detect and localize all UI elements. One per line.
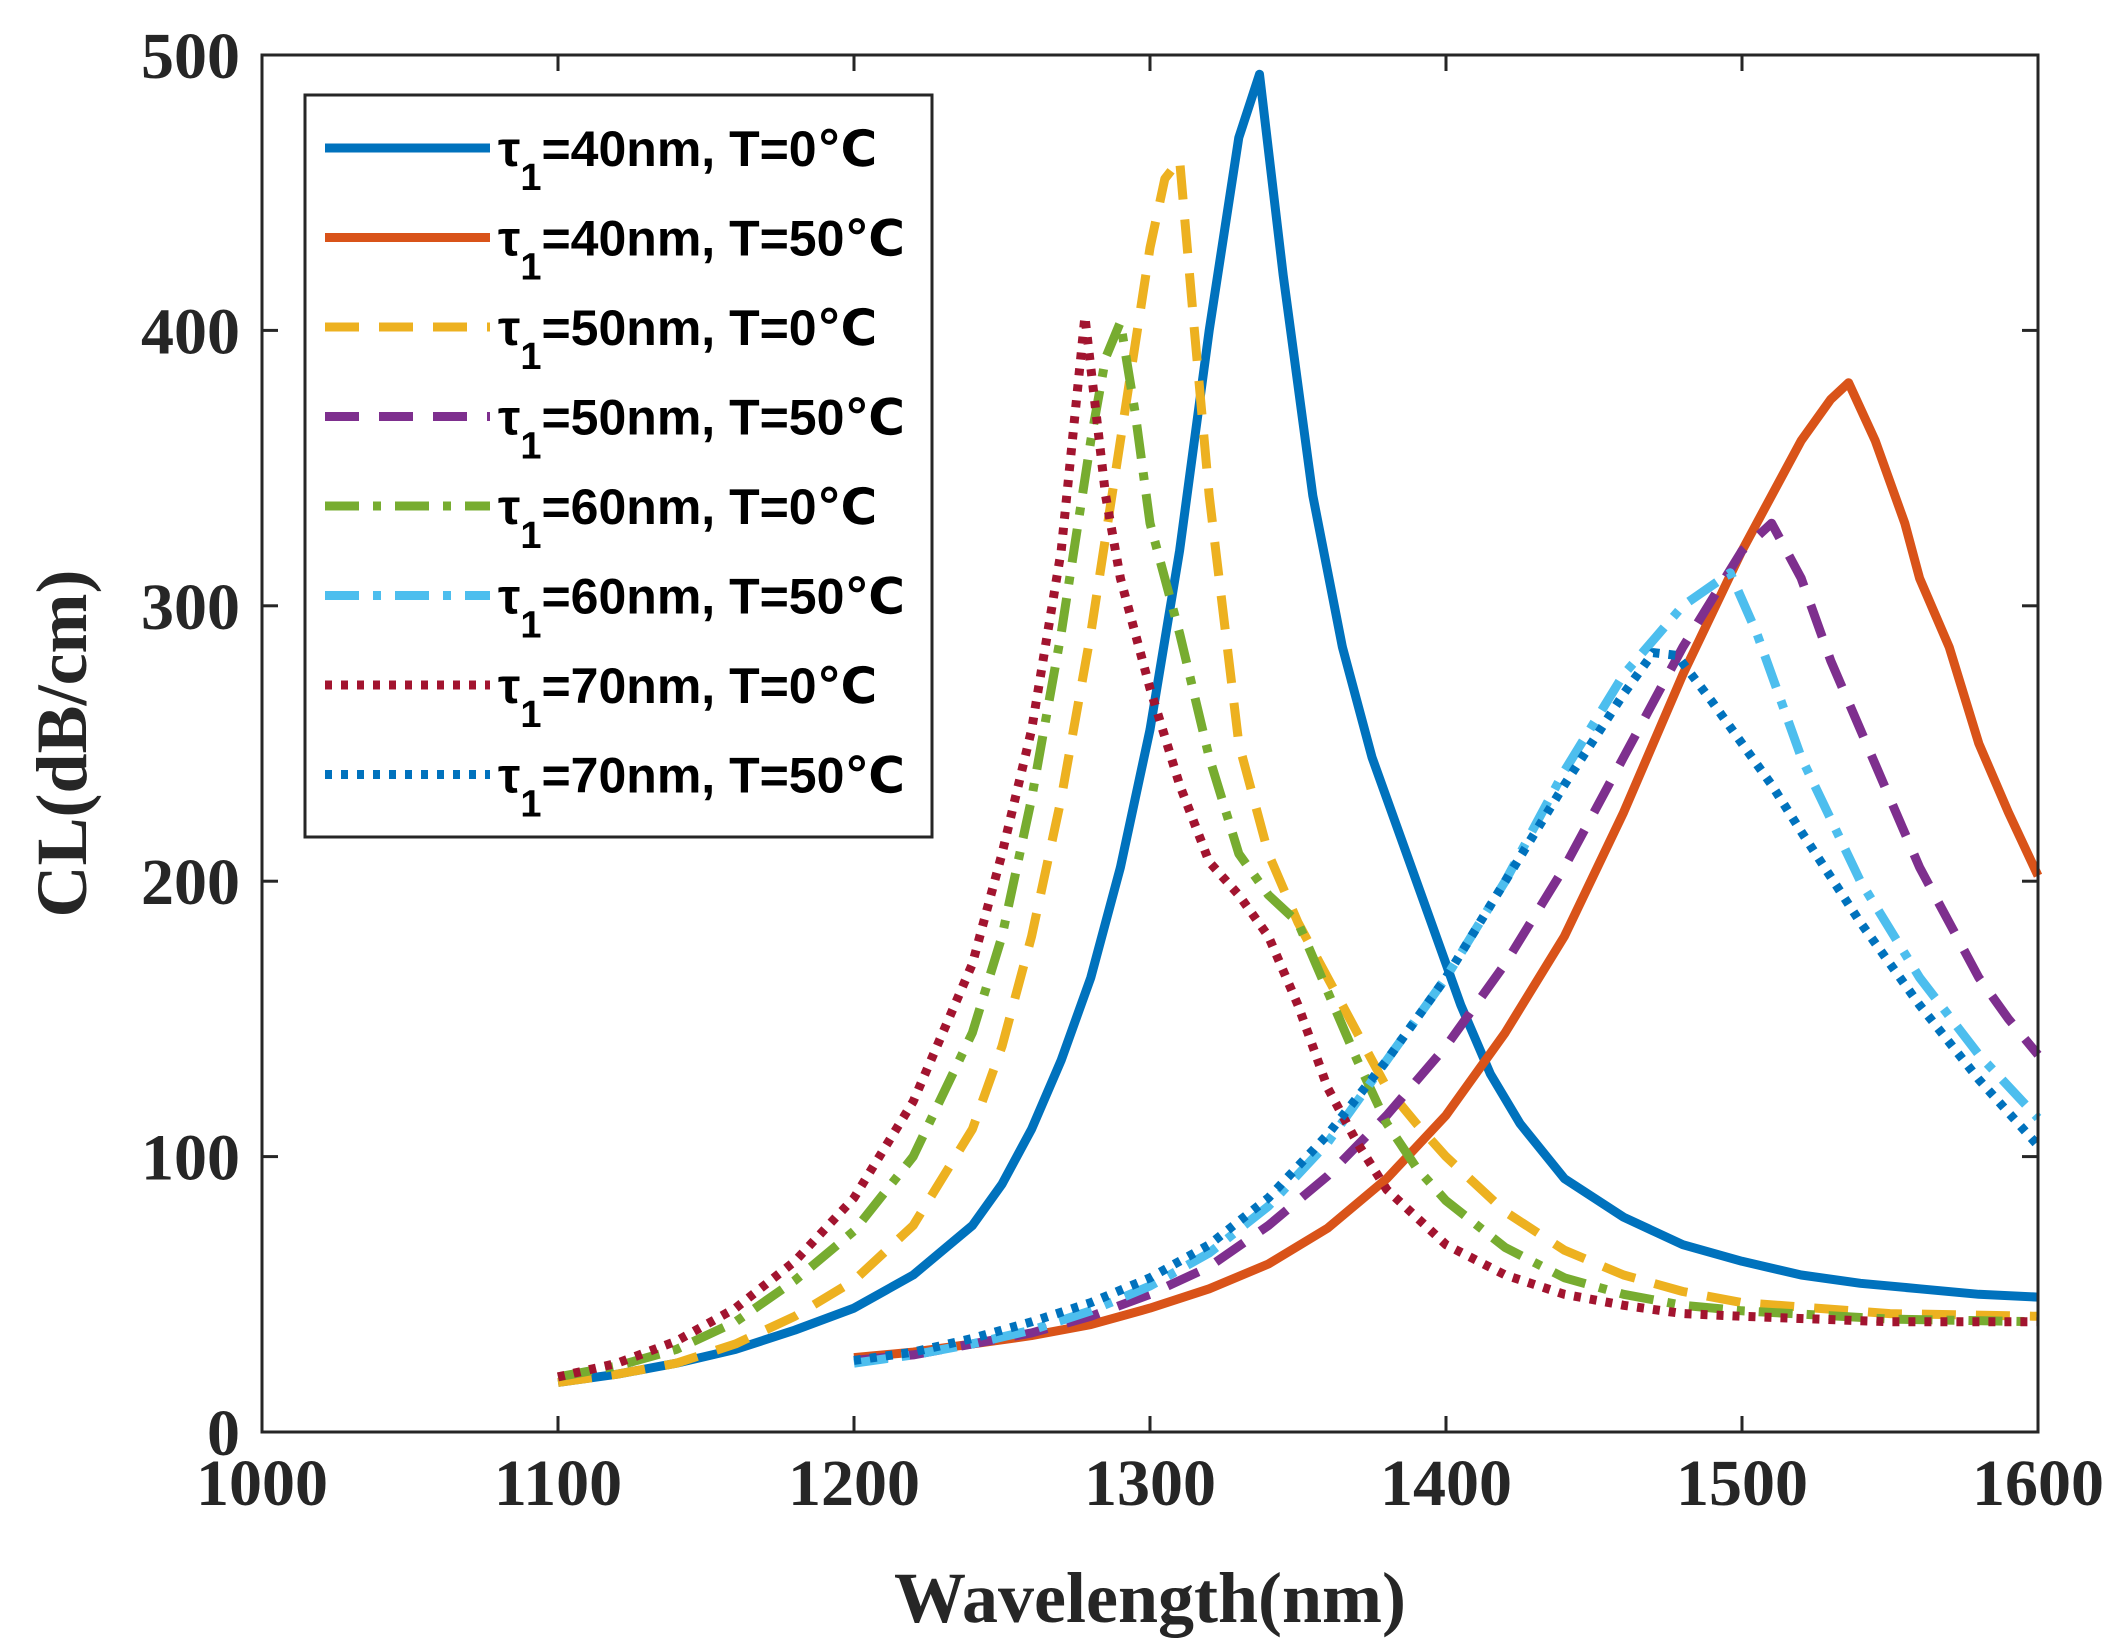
legend-subscript: 1 [520, 605, 541, 647]
series-line-2 [853, 378, 2043, 1363]
axis-tick-labels: 1000 1100 1200 1300 1400 1500 1600010020030040… [141, 20, 2104, 1520]
x-tick-label: 1100 [494, 1447, 622, 1520]
legend-greek: τ [498, 658, 520, 714]
series-line-4 [853, 518, 2042, 1365]
legend-box [303, 93, 934, 839]
legend-greek: τ [498, 748, 520, 804]
legend-label-6: τ1=60nm, T=50℃ [498, 569, 905, 647]
legend-greek: τ [498, 569, 520, 625]
y-axis-label: CL(dB/cm) [22, 570, 102, 918]
legend-subscript: 1 [520, 157, 541, 199]
x-tick-label: 1500 [1676, 1447, 1808, 1520]
legend-subscript: 1 [520, 247, 541, 289]
y-tick-label: 100 [141, 1122, 240, 1195]
y-tick-label: 400 [141, 295, 240, 368]
legend-greek: τ [498, 300, 520, 356]
legend-subscript: 1 [520, 694, 541, 736]
legend-label-1: τ1=40nm, T=0℃ [498, 121, 877, 199]
legend-greek: τ [498, 121, 520, 177]
legend-label-5: τ1=60nm, T=0℃ [498, 479, 877, 557]
y-tick-label: 300 [141, 571, 240, 644]
series-line-8 [853, 648, 2042, 1365]
x-tick-label: 1200 [788, 1447, 920, 1520]
x-tick-label: 1400 [1380, 1447, 1512, 1520]
series-line-7 [556, 312, 2038, 1382]
legend-subscript: 1 [520, 426, 541, 468]
series-line-5 [557, 317, 2039, 1382]
legend-text: =60nm, T=50℃ [541, 569, 905, 625]
legend-greek: τ [498, 390, 520, 446]
legend-text: =60nm, T=0℃ [541, 479, 877, 535]
y-tick-label: 500 [141, 20, 240, 93]
legend-text: =40nm, T=50℃ [541, 211, 905, 267]
series-line-3 [557, 155, 2039, 1387]
axis-ticks [260, 53, 2040, 1434]
legend-subscript: 1 [520, 336, 541, 378]
series-line-6 [853, 568, 2042, 1368]
series-line-1 [557, 69, 2039, 1387]
legend-text: =70nm, T=0℃ [541, 658, 877, 714]
legend-text: =50nm, T=0℃ [541, 300, 877, 356]
legend-label-3: τ1=50nm, T=0℃ [498, 300, 877, 378]
y-tick-label: 0 [207, 1397, 240, 1470]
y-tick-label: 200 [141, 846, 240, 919]
legend-label-7: τ1=70nm, T=0℃ [498, 658, 877, 736]
legend-text: =50nm, T=50℃ [541, 390, 905, 446]
legend-text: =40nm, T=0℃ [541, 121, 877, 177]
plot-series [556, 69, 2043, 1387]
legend-greek: τ [498, 479, 520, 535]
x-tick-label: 1300 [1084, 1447, 1216, 1520]
legend-text: =70nm, T=50℃ [541, 748, 905, 804]
x-tick-label: 1000 [196, 1447, 328, 1520]
legend-greek: τ [498, 211, 520, 267]
legend-label-8: τ1=70nm, T=50℃ [498, 748, 905, 826]
legend-label-2: τ1=40nm, T=50℃ [498, 211, 905, 289]
legend-label-4: τ1=50nm, T=50℃ [498, 390, 905, 468]
legend-subscript: 1 [520, 784, 541, 826]
x-axis-label: Wavelength(nm) [894, 1558, 1406, 1638]
legend: τ1=40nm, T=0℃τ1=40nm, T=50℃τ1=50nm, T=0℃… [303, 93, 934, 839]
legend-subscript: 1 [520, 515, 541, 557]
x-tick-label: 1600 [1972, 1447, 2104, 1520]
